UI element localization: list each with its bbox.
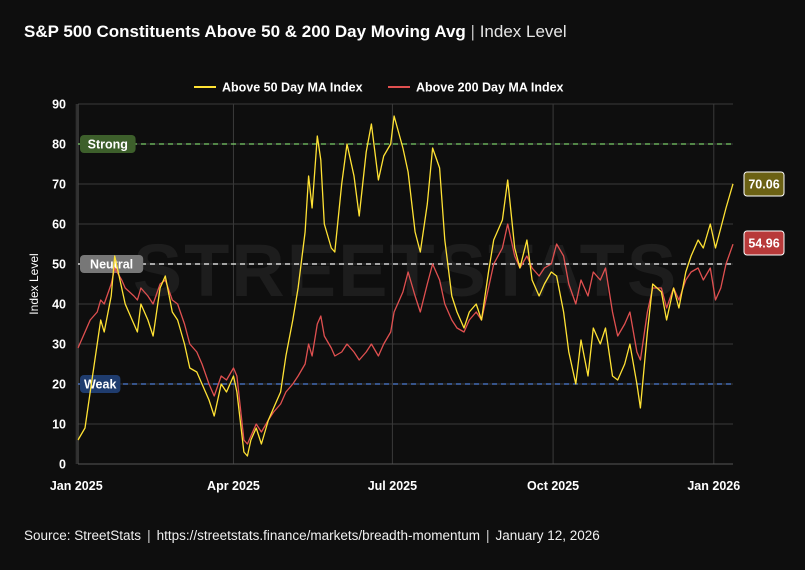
last-value-labels: 70.06 54.96	[743, 171, 785, 256]
chart-title: S&P 500 Constituents Above 50 & 200 Day …	[24, 22, 567, 42]
y-tick-label: 40	[52, 298, 66, 312]
reference-label-strong: Strong	[88, 138, 128, 152]
chart-title-main: S&P 500 Constituents Above 50 & 200 Day …	[24, 22, 466, 41]
y-tick-label: 50	[52, 258, 66, 272]
x-tick-label: Jan 2026	[687, 479, 740, 493]
y-tick-label: 30	[52, 338, 66, 352]
y-axis-label: Index Level	[27, 253, 41, 314]
breadth-line-chart: STREETSTATS Strong Neutral Weak 0 10 20 30 40 5…	[27, 81, 785, 494]
y-tick-label: 90	[52, 98, 66, 112]
reference-badge-neutral	[80, 255, 144, 273]
series-line-above50	[77, 115, 734, 457]
x-tick-label: Apr 2025	[207, 479, 260, 493]
y-tick-label: 10	[52, 418, 66, 432]
chart-title-separator: |	[470, 22, 475, 41]
series-layer	[77, 115, 734, 457]
last-value-box-above200	[743, 230, 785, 256]
x-tick-label: Jul 2025	[368, 479, 417, 493]
x-tick-label: Oct 2025	[527, 479, 579, 493]
axis-layer: 0 10 20 30 40 50 60 70 80 90 Jan 2025 Apr 2025 Jul 2…	[27, 98, 740, 494]
y-tick-label: 80	[52, 138, 66, 152]
legend-label-above200: Above 200 Day MA Index	[416, 81, 564, 95]
last-value-box-above50	[743, 171, 785, 197]
chart-title-sub: Index Level	[479, 22, 567, 41]
series-line-above200	[77, 223, 734, 445]
watermark-layer: STREETSTATS	[133, 229, 679, 312]
grid-layer	[75, 103, 733, 465]
footer-source: Source: StreetStats	[24, 528, 142, 543]
footer-separator: |	[147, 528, 151, 543]
y-tick-label: 0	[59, 458, 66, 472]
footer-date: January 12, 2026	[495, 528, 600, 543]
legend: Above 50 Day MA Index Above 200 Day MA In…	[194, 81, 564, 95]
reference-badge-strong	[80, 135, 136, 153]
y-tick-label: 20	[52, 378, 66, 392]
footer: Source: StreetStats | https://streetstats.…	[24, 528, 600, 543]
footer-separator: |	[485, 528, 490, 543]
last-value-text-above200: 54.96	[748, 237, 779, 251]
legend-label-above50: Above 50 Day MA Index	[222, 81, 363, 95]
reference-label-neutral: Neutral	[90, 258, 133, 272]
last-value-text-above50: 70.06	[748, 178, 779, 192]
y-tick-label: 60	[52, 218, 66, 232]
reference-label-weak: Weak	[84, 378, 116, 392]
watermark-text: STREETSTATS	[133, 229, 679, 312]
x-tick-label: Jan 2025	[50, 479, 103, 493]
footer-url: https://streetstats.finance/markets/brea…	[156, 528, 480, 543]
y-tick-label: 70	[52, 178, 66, 192]
